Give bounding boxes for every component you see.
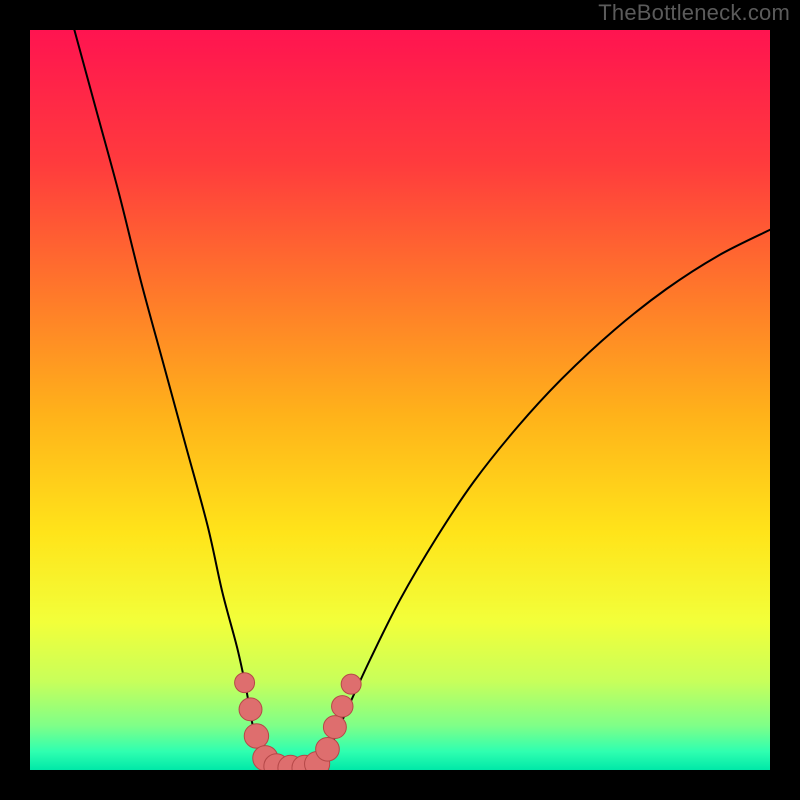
chart-svg (30, 30, 770, 770)
marker-dot (239, 698, 262, 721)
gradient-background (30, 30, 770, 770)
marker-dot (341, 674, 361, 694)
watermark-text: TheBottleneck.com (598, 0, 790, 26)
plot-area (30, 30, 770, 770)
marker-dot (316, 737, 340, 761)
marker-dot (323, 716, 346, 739)
marker-dot (332, 696, 353, 717)
chart-stage: TheBottleneck.com (0, 0, 800, 800)
marker-dot (244, 724, 268, 748)
marker-dot (235, 673, 255, 693)
